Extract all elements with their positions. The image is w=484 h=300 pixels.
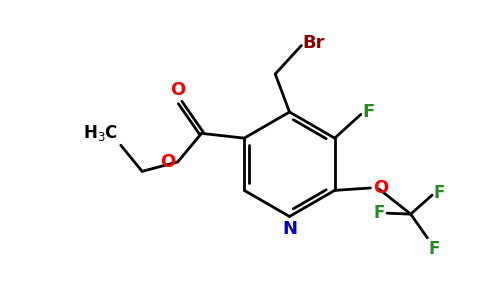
Text: F: F (434, 184, 445, 202)
Text: O: O (170, 81, 185, 99)
Text: O: O (160, 153, 175, 171)
Text: N: N (282, 220, 297, 238)
Text: O: O (373, 179, 388, 197)
Text: H$_3$C: H$_3$C (83, 123, 119, 143)
Text: F: F (429, 240, 440, 258)
Text: F: F (363, 103, 375, 121)
Text: Br: Br (303, 34, 325, 52)
Text: F: F (373, 204, 385, 222)
